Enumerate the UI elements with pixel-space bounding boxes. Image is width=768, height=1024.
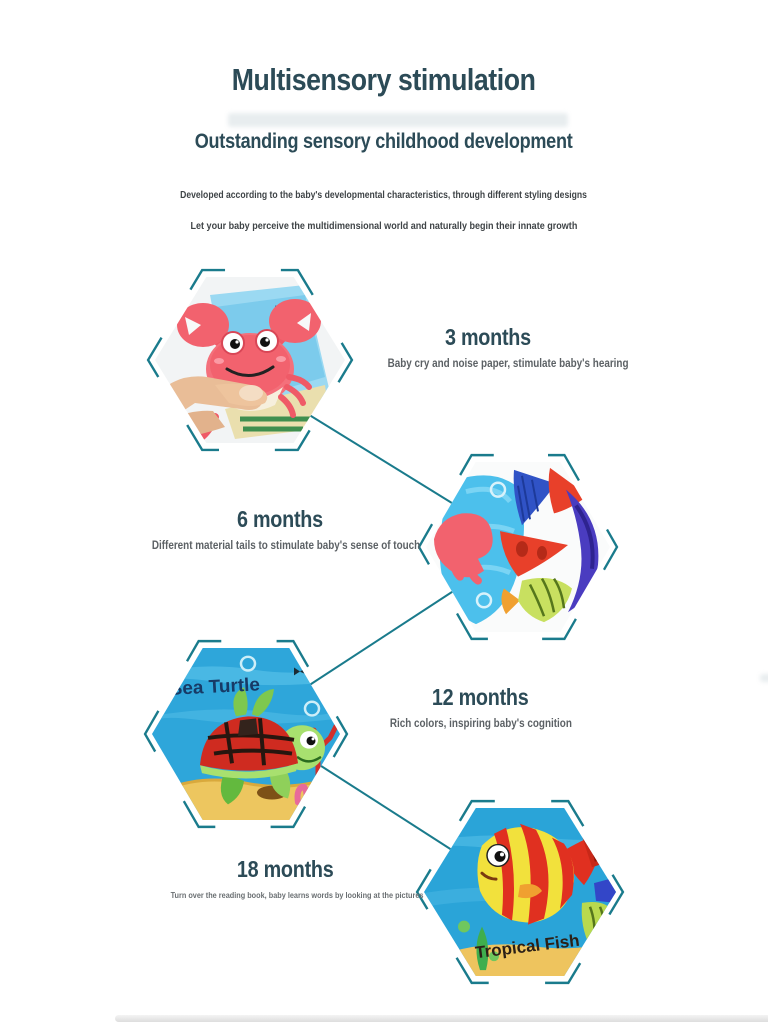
tropical-fish-illustration: Tropical Fish (424, 808, 616, 976)
tails-illustration (426, 462, 610, 632)
milestone-6-months: 6 months Different material tails to sti… (130, 506, 430, 552)
milestone-description: Rich colors, inspiring baby's cognition (389, 718, 572, 730)
milestone-description: Different material tails to stimulate ba… (151, 540, 421, 552)
sea-turtle-illustration: Sea Turtle (152, 648, 340, 820)
milestone-age: 6 months (237, 506, 323, 532)
page-subtitle-text: Outstanding sensory childhood developmen… (195, 130, 573, 153)
intro-line-2: Let your baby perceive the multidimensio… (190, 220, 578, 232)
fabric-tails-photo (426, 462, 610, 632)
milestone-18-months: 18 months Turn over the reading book, ba… (150, 856, 424, 900)
sea-turtle-page-photo: Sea Turtle (152, 648, 340, 820)
intro-line-1: Developed according to the baby's develo… (180, 190, 588, 201)
milestone-12-months: 12 months Rich colors, inspiring baby's … (358, 684, 603, 730)
hexagon-6-months (417, 453, 619, 641)
milestone-age: 18 months (236, 856, 334, 882)
milestone-description: Baby cry and noise paper, stimulate baby… (387, 358, 629, 370)
bottom-divider-bar (115, 1015, 768, 1022)
milestone-age: 12 months (432, 684, 529, 710)
page-title: Multisensory stimulation (0, 62, 768, 98)
hexagon-3-months (146, 268, 354, 452)
crab-illustration (155, 277, 345, 443)
ghost-text-artifact (760, 674, 768, 682)
hexagon-12-months: Sea Turtle (143, 639, 349, 829)
ghost-text-artifact (228, 113, 568, 127)
milestone-description: Turn over the reading book, baby learns … (170, 890, 424, 900)
page-subtitle: Outstanding sensory childhood developmen… (0, 130, 768, 154)
tropical-fish-page-photo: Tropical Fish (424, 808, 616, 976)
page-title-text: Multisensory stimulation (232, 62, 536, 97)
milestone-3-months: 3 months Baby cry and noise paper, stimu… (368, 324, 768, 682)
milestone-age: 3 months (445, 324, 531, 350)
hexagon-18-months: Tropical Fish (415, 799, 625, 985)
crab-plush-photo (155, 277, 345, 443)
